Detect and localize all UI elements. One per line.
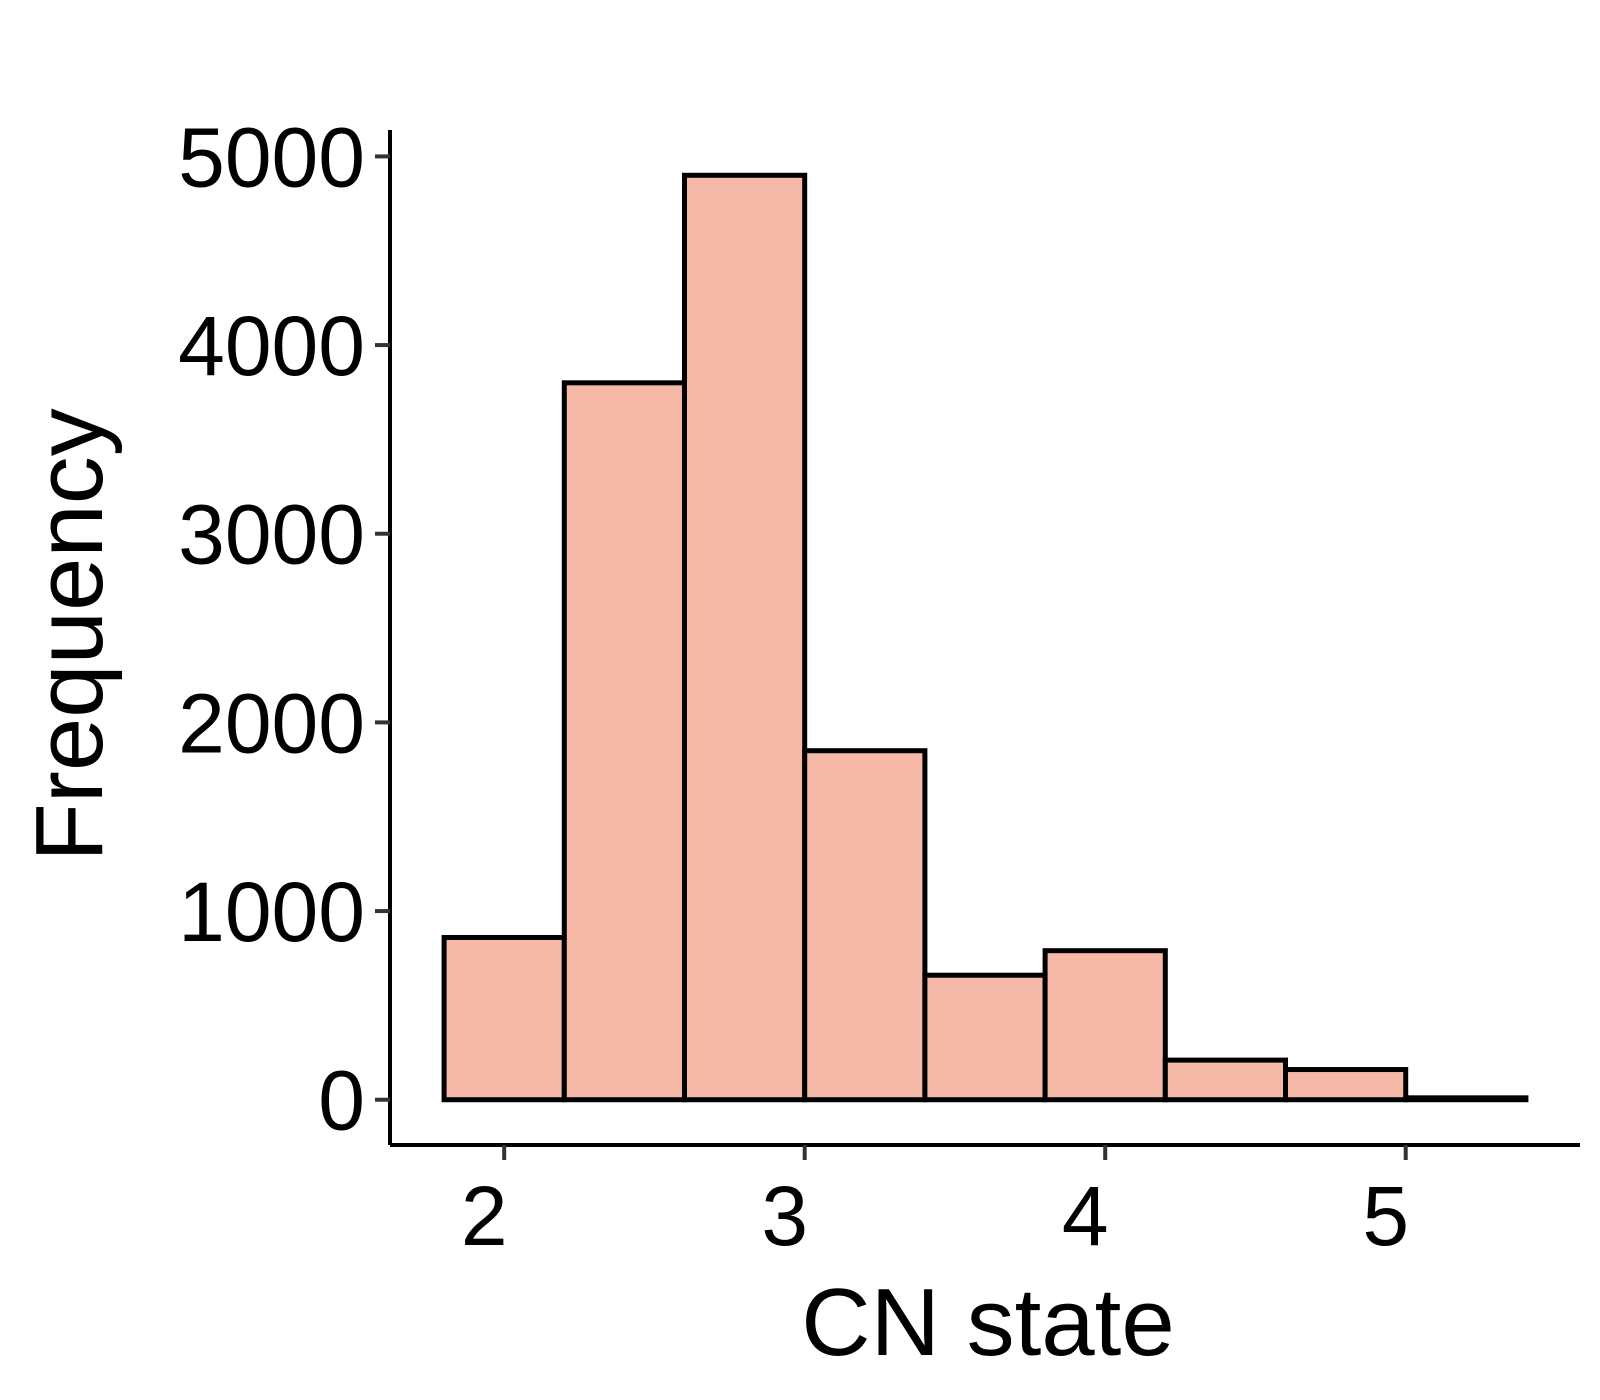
bars-group — [441, 172, 1529, 1103]
histogram-bar-6 — [1042, 948, 1168, 1103]
histogram-bar-4 — [802, 748, 928, 1103]
y-tick-label: 5000 — [178, 110, 365, 204]
histogram-bar-3 — [681, 172, 808, 1103]
y-tick-label: 0 — [318, 1054, 365, 1148]
histogram-bar-2 — [561, 380, 687, 1103]
y-tick-label: 1000 — [178, 865, 365, 959]
y-tick-label: 4000 — [178, 299, 365, 393]
histogram-bar-9 — [1403, 1095, 1529, 1103]
y-ticks-group: 0 1000 2000 3000 4000 5000 — [178, 110, 390, 1148]
x-axis-title: CN state — [801, 1269, 1174, 1376]
y-tick-label: 2000 — [178, 676, 365, 770]
x-tick-label: 5 — [1362, 1169, 1409, 1263]
histogram-bar-5 — [922, 972, 1048, 1103]
y-tick-label: 3000 — [178, 488, 365, 582]
axes-group — [388, 130, 1580, 1147]
x-tick-label: 3 — [761, 1169, 808, 1263]
histogram-bar-8 — [1283, 1067, 1409, 1103]
x-tick-label: 4 — [1062, 1169, 1109, 1263]
y-axis-title: Frequency — [16, 408, 123, 862]
x-ticks-group: 2 3 4 5 — [461, 1145, 1409, 1263]
x-tick-label: 2 — [461, 1169, 508, 1263]
histogram-bar-1 — [441, 934, 567, 1103]
histogram-bar-7 — [1162, 1057, 1289, 1103]
